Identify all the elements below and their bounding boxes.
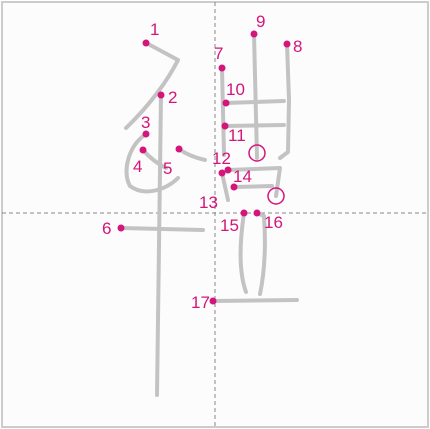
stroke-number-14: 14	[233, 167, 252, 186]
stroke-17	[211, 298, 299, 303]
stroke-number-12: 12	[212, 149, 231, 168]
start-dot-16	[253, 209, 261, 217]
stroke-11	[223, 123, 286, 128]
stroke-number-15: 15	[220, 216, 239, 235]
start-dot-12	[218, 169, 226, 177]
start-dot-6	[117, 224, 125, 232]
stroke-number-6: 6	[102, 219, 111, 238]
start-dot-17	[209, 297, 217, 305]
stroke-16	[255, 211, 267, 296]
stroke-8	[278, 42, 291, 160]
stroke-3	[124, 132, 180, 194]
stroke-10	[224, 99, 286, 105]
stroke-number-16: 16	[264, 213, 283, 232]
stroke-15	[238, 211, 248, 294]
start-dot-13	[224, 166, 232, 174]
stroke-1	[124, 41, 180, 130]
stroke-end-circle-2	[267, 187, 285, 205]
stroke-2	[155, 93, 163, 397]
stroke-12	[220, 171, 230, 202]
stroke-9	[252, 32, 259, 160]
stroke-order-numbers: 1 2 3 4 5 6 7 8 9 10 11 12 13 14 15 16 1…	[102, 12, 302, 312]
stroke-6	[119, 226, 205, 232]
stroke-number-5: 5	[163, 159, 172, 178]
start-dot-11	[221, 122, 229, 130]
character-strokes	[119, 32, 299, 397]
stroke-number-13: 13	[199, 193, 218, 212]
stroke-7	[220, 66, 226, 157]
start-dot-1	[142, 39, 150, 47]
stroke-number-4: 4	[133, 157, 142, 176]
start-dot-4	[139, 146, 147, 154]
start-dot-5	[175, 145, 183, 153]
start-dot-3	[142, 130, 150, 138]
start-dot-9	[250, 30, 258, 38]
start-dot-2	[157, 91, 165, 99]
stroke-number-10: 10	[226, 80, 245, 99]
start-dot-8	[283, 40, 291, 48]
stroke-number-11: 11	[228, 126, 246, 145]
stroke-number-3: 3	[141, 113, 150, 132]
start-dot-14	[230, 183, 238, 191]
start-dot-15	[240, 209, 248, 217]
stroke-number-9: 9	[256, 12, 265, 31]
stroke-number-1: 1	[150, 20, 159, 39]
stroke-start-dots	[117, 30, 291, 305]
stroke-number-7: 7	[214, 44, 223, 63]
stroke-end-circle-1	[248, 144, 266, 162]
start-dot-10	[222, 99, 230, 107]
stroke-13	[226, 166, 282, 198]
stroke-number-8: 8	[293, 37, 302, 56]
stroke-14	[232, 184, 274, 189]
stroke-number-2: 2	[168, 88, 177, 107]
stroke-number-17: 17	[191, 293, 210, 312]
start-dot-7	[218, 64, 226, 72]
